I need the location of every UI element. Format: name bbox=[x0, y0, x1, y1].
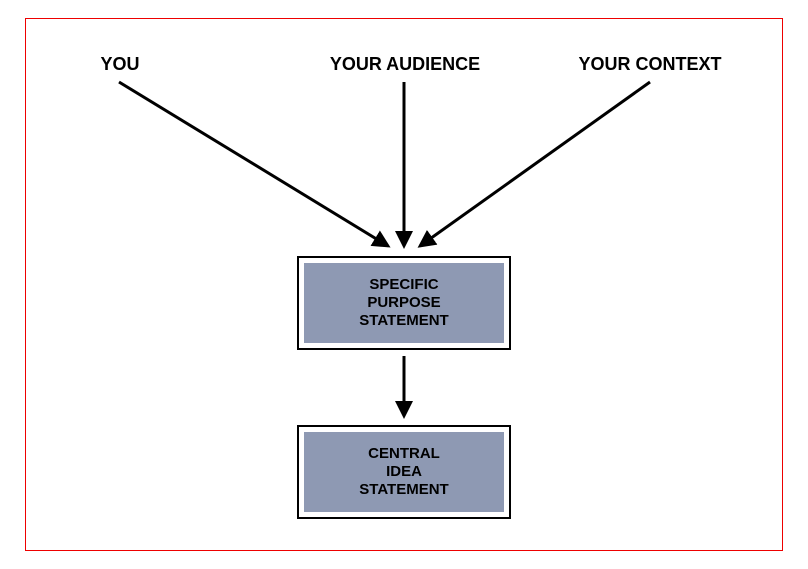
box-specific-purpose: SPECIFIC PURPOSE STATEMENT bbox=[304, 263, 504, 343]
box-line: CENTRAL bbox=[368, 445, 440, 463]
top-label-your-audience: YOUR AUDIENCE bbox=[305, 54, 505, 75]
box-line: STATEMENT bbox=[359, 481, 448, 499]
top-label-your-context: YOUR CONTEXT bbox=[555, 54, 745, 75]
top-label-you: YOU bbox=[80, 54, 160, 75]
box-line: STATEMENT bbox=[359, 312, 448, 330]
box-line: SPECIFIC bbox=[369, 276, 438, 294]
box-line: IDEA bbox=[386, 463, 422, 481]
box-line: PURPOSE bbox=[367, 294, 440, 312]
box-central-idea: CENTRAL IDEA STATEMENT bbox=[304, 432, 504, 512]
